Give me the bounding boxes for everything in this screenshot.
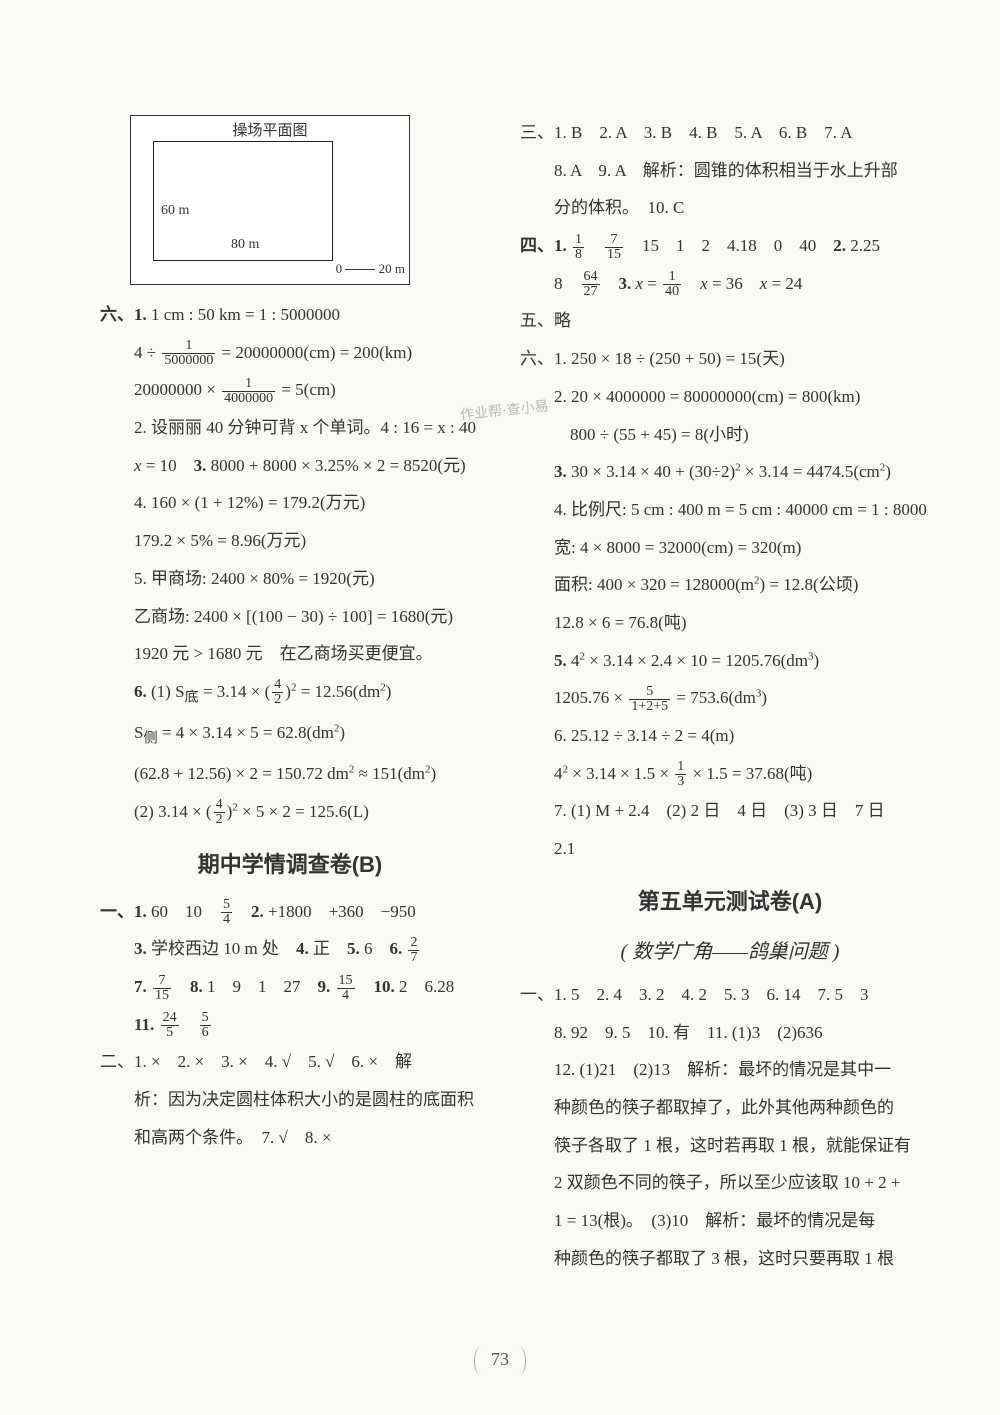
text-line: 四、1. 18 715 15 1 2 4.18 0 40 2. 2.25 [520, 228, 940, 264]
text-line: 2. 设丽丽 40 分钟可背 x 个单词。4 : 16 = x : 40 [100, 410, 480, 446]
text-line: 12. (1)21 (2)13 解析：最坏的情况是其中一 [520, 1052, 940, 1088]
diagram-scale: 0 20 m [336, 255, 405, 282]
text-line: 20000000 × 14000000 = 5(cm) [100, 372, 480, 408]
diagram-height-label: 60 m [161, 196, 189, 225]
page-content: 操场平面图 60 m 80 m 0 20 m 六、1. 1 cm : 50 km… [0, 0, 1000, 1328]
diagram-width-label: 80 m [231, 230, 259, 259]
text-line: 4. 比例尺: 5 cm : 400 m = 5 cm : 40000 cm =… [520, 492, 940, 528]
text-line: 1 = 13(根)。 (3)10 解析：最坏的情况是每 [520, 1203, 940, 1239]
text-line: 2.1 [520, 831, 940, 867]
text-line: 1205.76 × 51+2+5 = 753.6(dm3) [520, 680, 940, 716]
text-line: 和高两个条件。 7. √ 8. × [100, 1120, 480, 1156]
text-line: 面积: 400 × 320 = 128000(m2) = 12.8(公顷) [520, 567, 940, 603]
text-line: 二、1. × 2. × 3. × 4. √ 5. √ 6. × 解 [100, 1044, 480, 1080]
text-line: 一、1. 5 2. 4 3. 2 4. 2 5. 3 6. 14 7. 5 3 [520, 977, 940, 1013]
text-line: 宽: 4 × 8000 = 32000(cm) = 320(m) [520, 530, 940, 566]
text-line: x = 10 3. 8000 + 8000 × 3.25% × 2 = 8520… [100, 448, 480, 484]
text-line: 2. 20 × 4000000 = 80000000(cm) = 800(km) [520, 379, 940, 415]
playground-diagram: 操场平面图 60 m 80 m 0 20 m [130, 115, 410, 285]
text-line: 三、1. B 2. A 3. B 4. B 5. A 6. B 7. A [520, 115, 940, 151]
scale-twenty: 20 m [379, 261, 405, 276]
text-line: 种颜色的筷子都取掉了，此外其他两种颜色的 [520, 1090, 940, 1126]
text-line: 179.2 × 5% = 8.96(万元) [100, 523, 480, 559]
text-line: 3. 30 × 3.14 × 40 + (30÷2)2 × 3.14 = 447… [520, 454, 940, 490]
text-line: 五、略 [520, 303, 940, 339]
text-line: (62.8 + 12.56) × 2 = 150.72 dm2 ≈ 151(dm… [100, 756, 480, 792]
text-line: 4. 160 × (1 + 12%) = 179.2(万元) [100, 485, 480, 521]
text-line: 六、1. 250 × 18 ÷ (250 + 50) = 15(天) [520, 341, 940, 377]
text-line: 8. 92 9. 5 10. 有 11. (1)3 (2)636 [520, 1015, 940, 1051]
text-line: 7. (1) M + 2.4 (2) 2 日 4 日 (3) 3 日 7 日 [520, 793, 940, 829]
text-line: 800 ÷ (55 + 45) = 8(小时) [520, 417, 940, 453]
text-line: 6. 25.12 ÷ 3.14 ÷ 2 = 4(m) [520, 718, 940, 754]
text-line: 析：因为决定圆柱体积大小的是圆柱的底面积 [100, 1082, 480, 1118]
text-line: 一、1. 60 10 54 2. +1800 +360 −950 [100, 894, 480, 930]
text-line: 11. 245 56 [100, 1007, 480, 1043]
text-line: 3. 学校西边 10 m 处 4. 正 5. 6 6. 27 [100, 931, 480, 967]
text-line: 1920 元 > 1680 元 在乙商场买更便宜。 [100, 636, 480, 672]
text-line: 2 双颜色不同的筷子，所以至少应该取 10 + 2 + [520, 1165, 940, 1201]
text-line: 6. (1) S底 = 3.14 × (42)2 = 12.56(dm2) [100, 674, 480, 713]
scale-zero: 0 [336, 261, 343, 276]
text-line: 5. 甲商场: 2400 × 80% = 1920(元) [100, 561, 480, 597]
text-line: 12.8 × 6 = 76.8(吨) [520, 605, 940, 641]
text-line: 8. A 9. A 解析：圆锥的体积相当于水上升部 [520, 153, 940, 189]
left-column: 操场平面图 60 m 80 m 0 20 m 六、1. 1 cm : 50 km… [100, 115, 480, 1278]
text-line: 5. 42 × 3.14 × 2.4 × 10 = 1205.76(dm3) [520, 643, 940, 679]
unit5-subheading: ( 数学广角——鸽巢问题 ) [520, 931, 940, 973]
text-line: 乙商场: 2400 × [(100 − 30) ÷ 100] = 1680(元) [100, 599, 480, 635]
text-line: 筷子各取了 1 根，这时若再取 1 根，就能保证有 [520, 1128, 940, 1164]
mid-exam-heading: 期中学情调查卷(B) [100, 842, 480, 888]
text-line: 8 6427 3. x = 140 x = 36 x = 24 [520, 266, 940, 302]
right-column: 三、1. B 2. A 3. B 4. B 5. A 6. B 7. A 8. … [520, 115, 940, 1278]
unit5-heading: 第五单元测试卷(A) [520, 879, 940, 925]
text-line: 4 ÷ 15000000 = 20000000(cm) = 200(km) [100, 335, 480, 371]
page-number: 73 [474, 1347, 526, 1375]
text-line: 种颜色的筷子都取了 3 根，这时只要再取 1 根 [520, 1241, 940, 1277]
text-line: 7. 715 8. 1 9 1 27 9. 154 10. 2 6.28 [100, 969, 480, 1005]
text-line: S侧 = 4 × 3.14 × 5 = 62.8(dm2) [100, 715, 480, 754]
text-line: (2) 3.14 × (42)2 × 5 × 2 = 125.6(L) [100, 794, 480, 830]
text-line: 六、1. 1 cm : 50 km = 1 : 5000000 [100, 297, 480, 333]
text-line: 42 × 3.14 × 1.5 × 13 × 1.5 = 37.68(吨) [520, 756, 940, 792]
text-line: 分的体积。 10. C [520, 190, 940, 226]
